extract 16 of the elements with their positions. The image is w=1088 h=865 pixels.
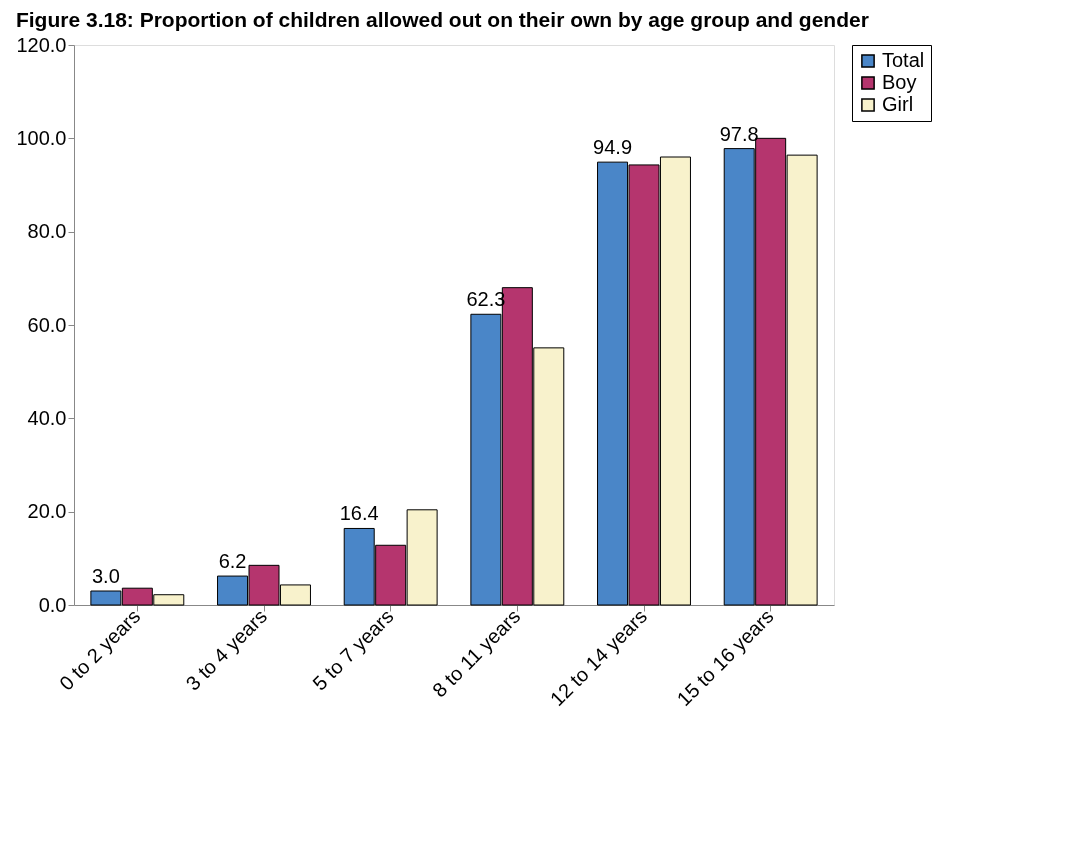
y-tick-label: 40.0 xyxy=(27,406,67,429)
data-label: 6.2 xyxy=(218,550,247,573)
legend-label: Total xyxy=(882,49,925,71)
chart-title: Figure 3.18: Proportion of children allowed out on their own by age group and gender xyxy=(15,8,869,31)
legend-label: Girl xyxy=(882,93,914,115)
y-tick-label: 80.0 xyxy=(27,220,67,243)
y-tick-label: 100.0 xyxy=(16,126,67,149)
data-label: 97.8 xyxy=(719,122,759,145)
legend-label: Boy xyxy=(882,71,917,93)
y-tick-label: 60.0 xyxy=(27,313,67,336)
data-label: 3.0 xyxy=(91,565,120,587)
y-tick-label: 20.0 xyxy=(27,500,67,523)
data-label: 16.4 xyxy=(339,502,379,525)
y-tick-label: 120.0 xyxy=(16,33,67,56)
data-label: 94.9 xyxy=(593,136,633,159)
y-tick-label: 0.0 xyxy=(38,593,67,616)
